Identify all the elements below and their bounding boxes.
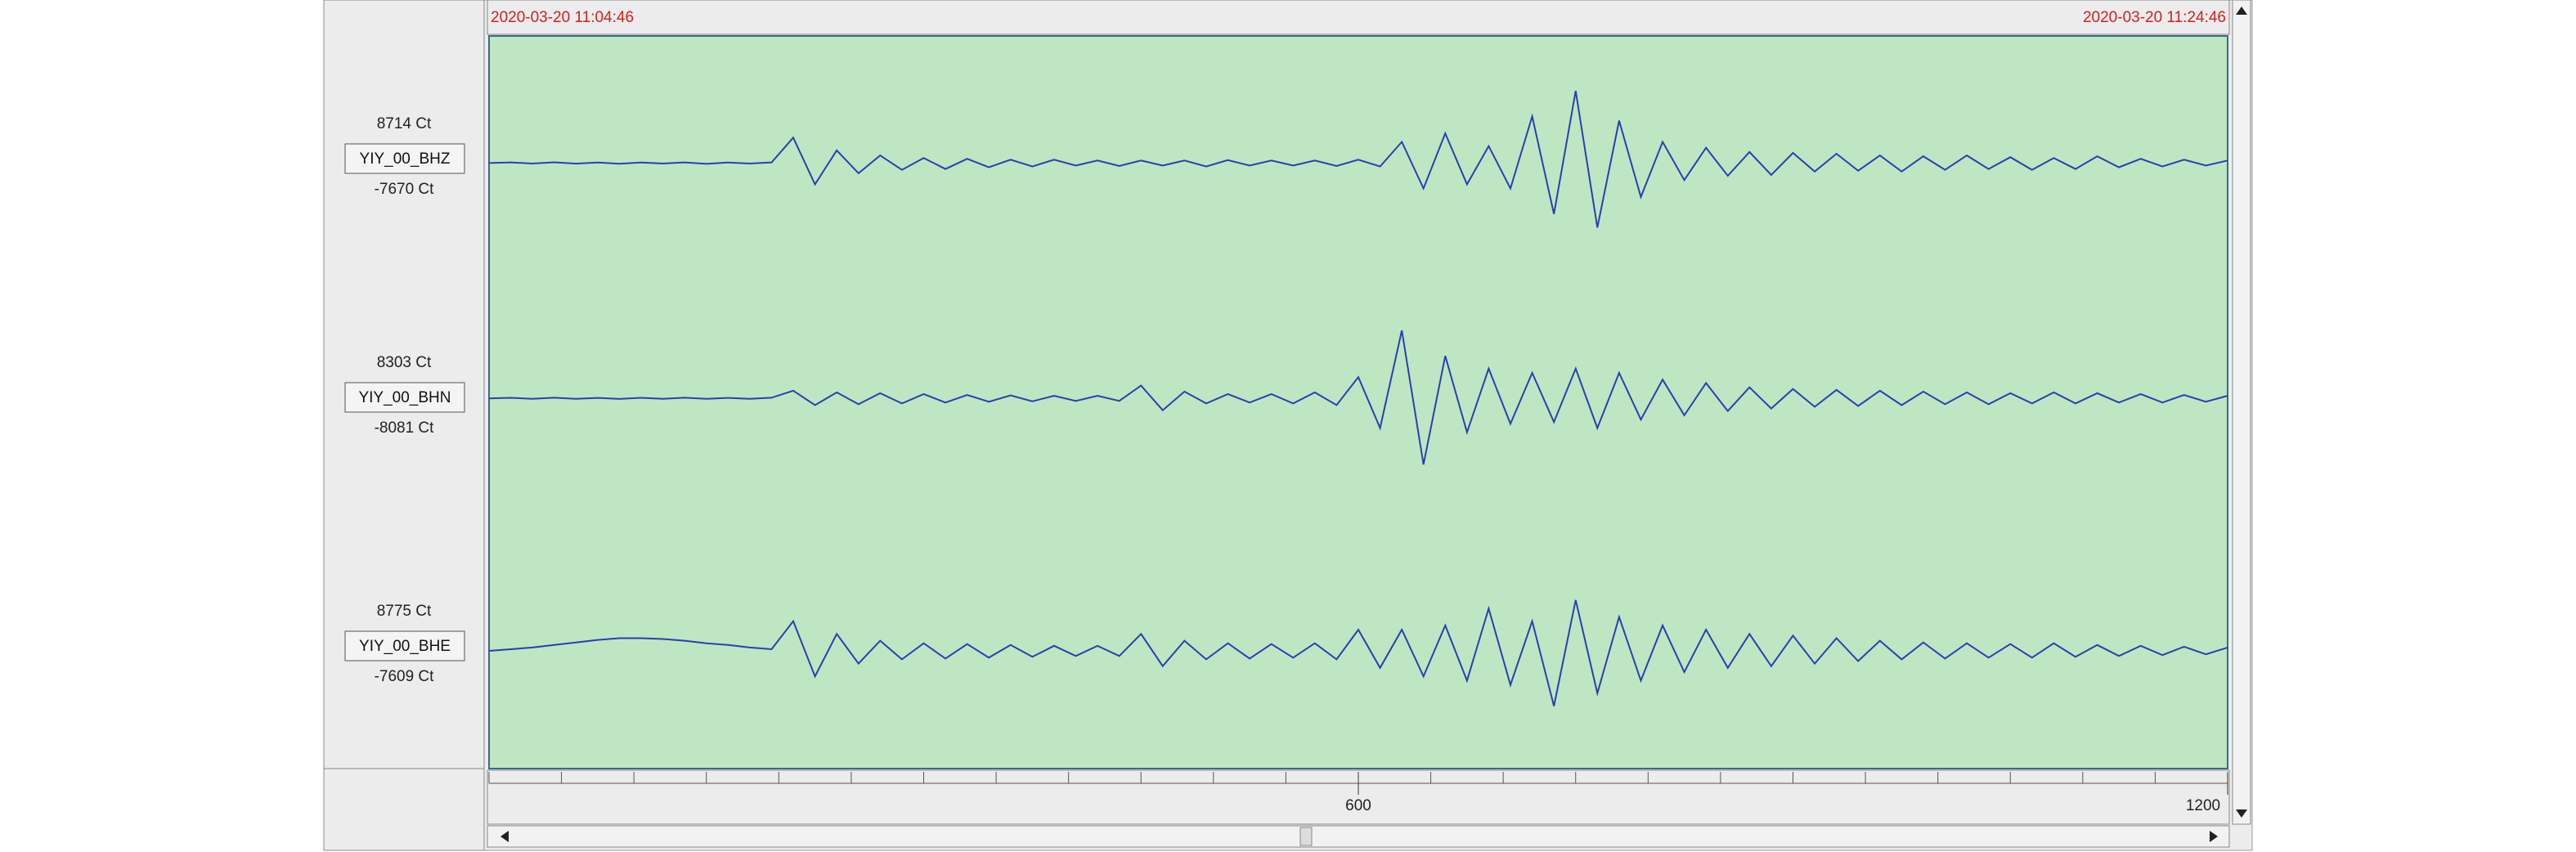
v-scrollbar[interactable]: [2232, 0, 2251, 825]
x-tick-label: 1200: [2186, 797, 2220, 814]
max-label: 8775 Ct: [377, 603, 432, 620]
waveform: [488, 330, 2228, 465]
scroll-down[interactable]: [2236, 809, 2247, 818]
channel-button[interactable]: [344, 382, 465, 413]
channel-name[interactable]: YIY_00_BHZ: [360, 150, 451, 168]
corner-panel: [323, 768, 485, 851]
end-time: 2020-03-20 11:24:46: [2083, 9, 2226, 26]
h-scrollbar[interactable]: [487, 825, 2230, 848]
scroll-right[interactable]: [2210, 831, 2218, 842]
scroll-up[interactable]: [2236, 7, 2247, 15]
channel-name[interactable]: YIY_00_BHE: [359, 638, 451, 655]
min-label: -7609 Ct: [375, 668, 435, 685]
channel-name[interactable]: YIY_00_BHN: [358, 389, 451, 406]
waveform: [488, 91, 2228, 228]
channel-button[interactable]: [344, 630, 465, 661]
max-label: 8714 Ct: [377, 115, 432, 132]
plot-area: [488, 35, 2228, 769]
max-label: 8303 Ct: [377, 354, 432, 371]
channel-button[interactable]: [344, 143, 465, 174]
min-label: -8081 Ct: [375, 419, 435, 437]
waveform: [488, 599, 2228, 706]
scroll-left[interactable]: [500, 831, 509, 842]
start-time: 2020-03-20 11:04:46: [491, 9, 634, 26]
time-bar: [487, 0, 2230, 35]
x-tick-label: 600: [1345, 797, 1371, 814]
min-label: -7670 Ct: [375, 181, 435, 198]
h-scroll-thumb[interactable]: [1299, 827, 1313, 846]
